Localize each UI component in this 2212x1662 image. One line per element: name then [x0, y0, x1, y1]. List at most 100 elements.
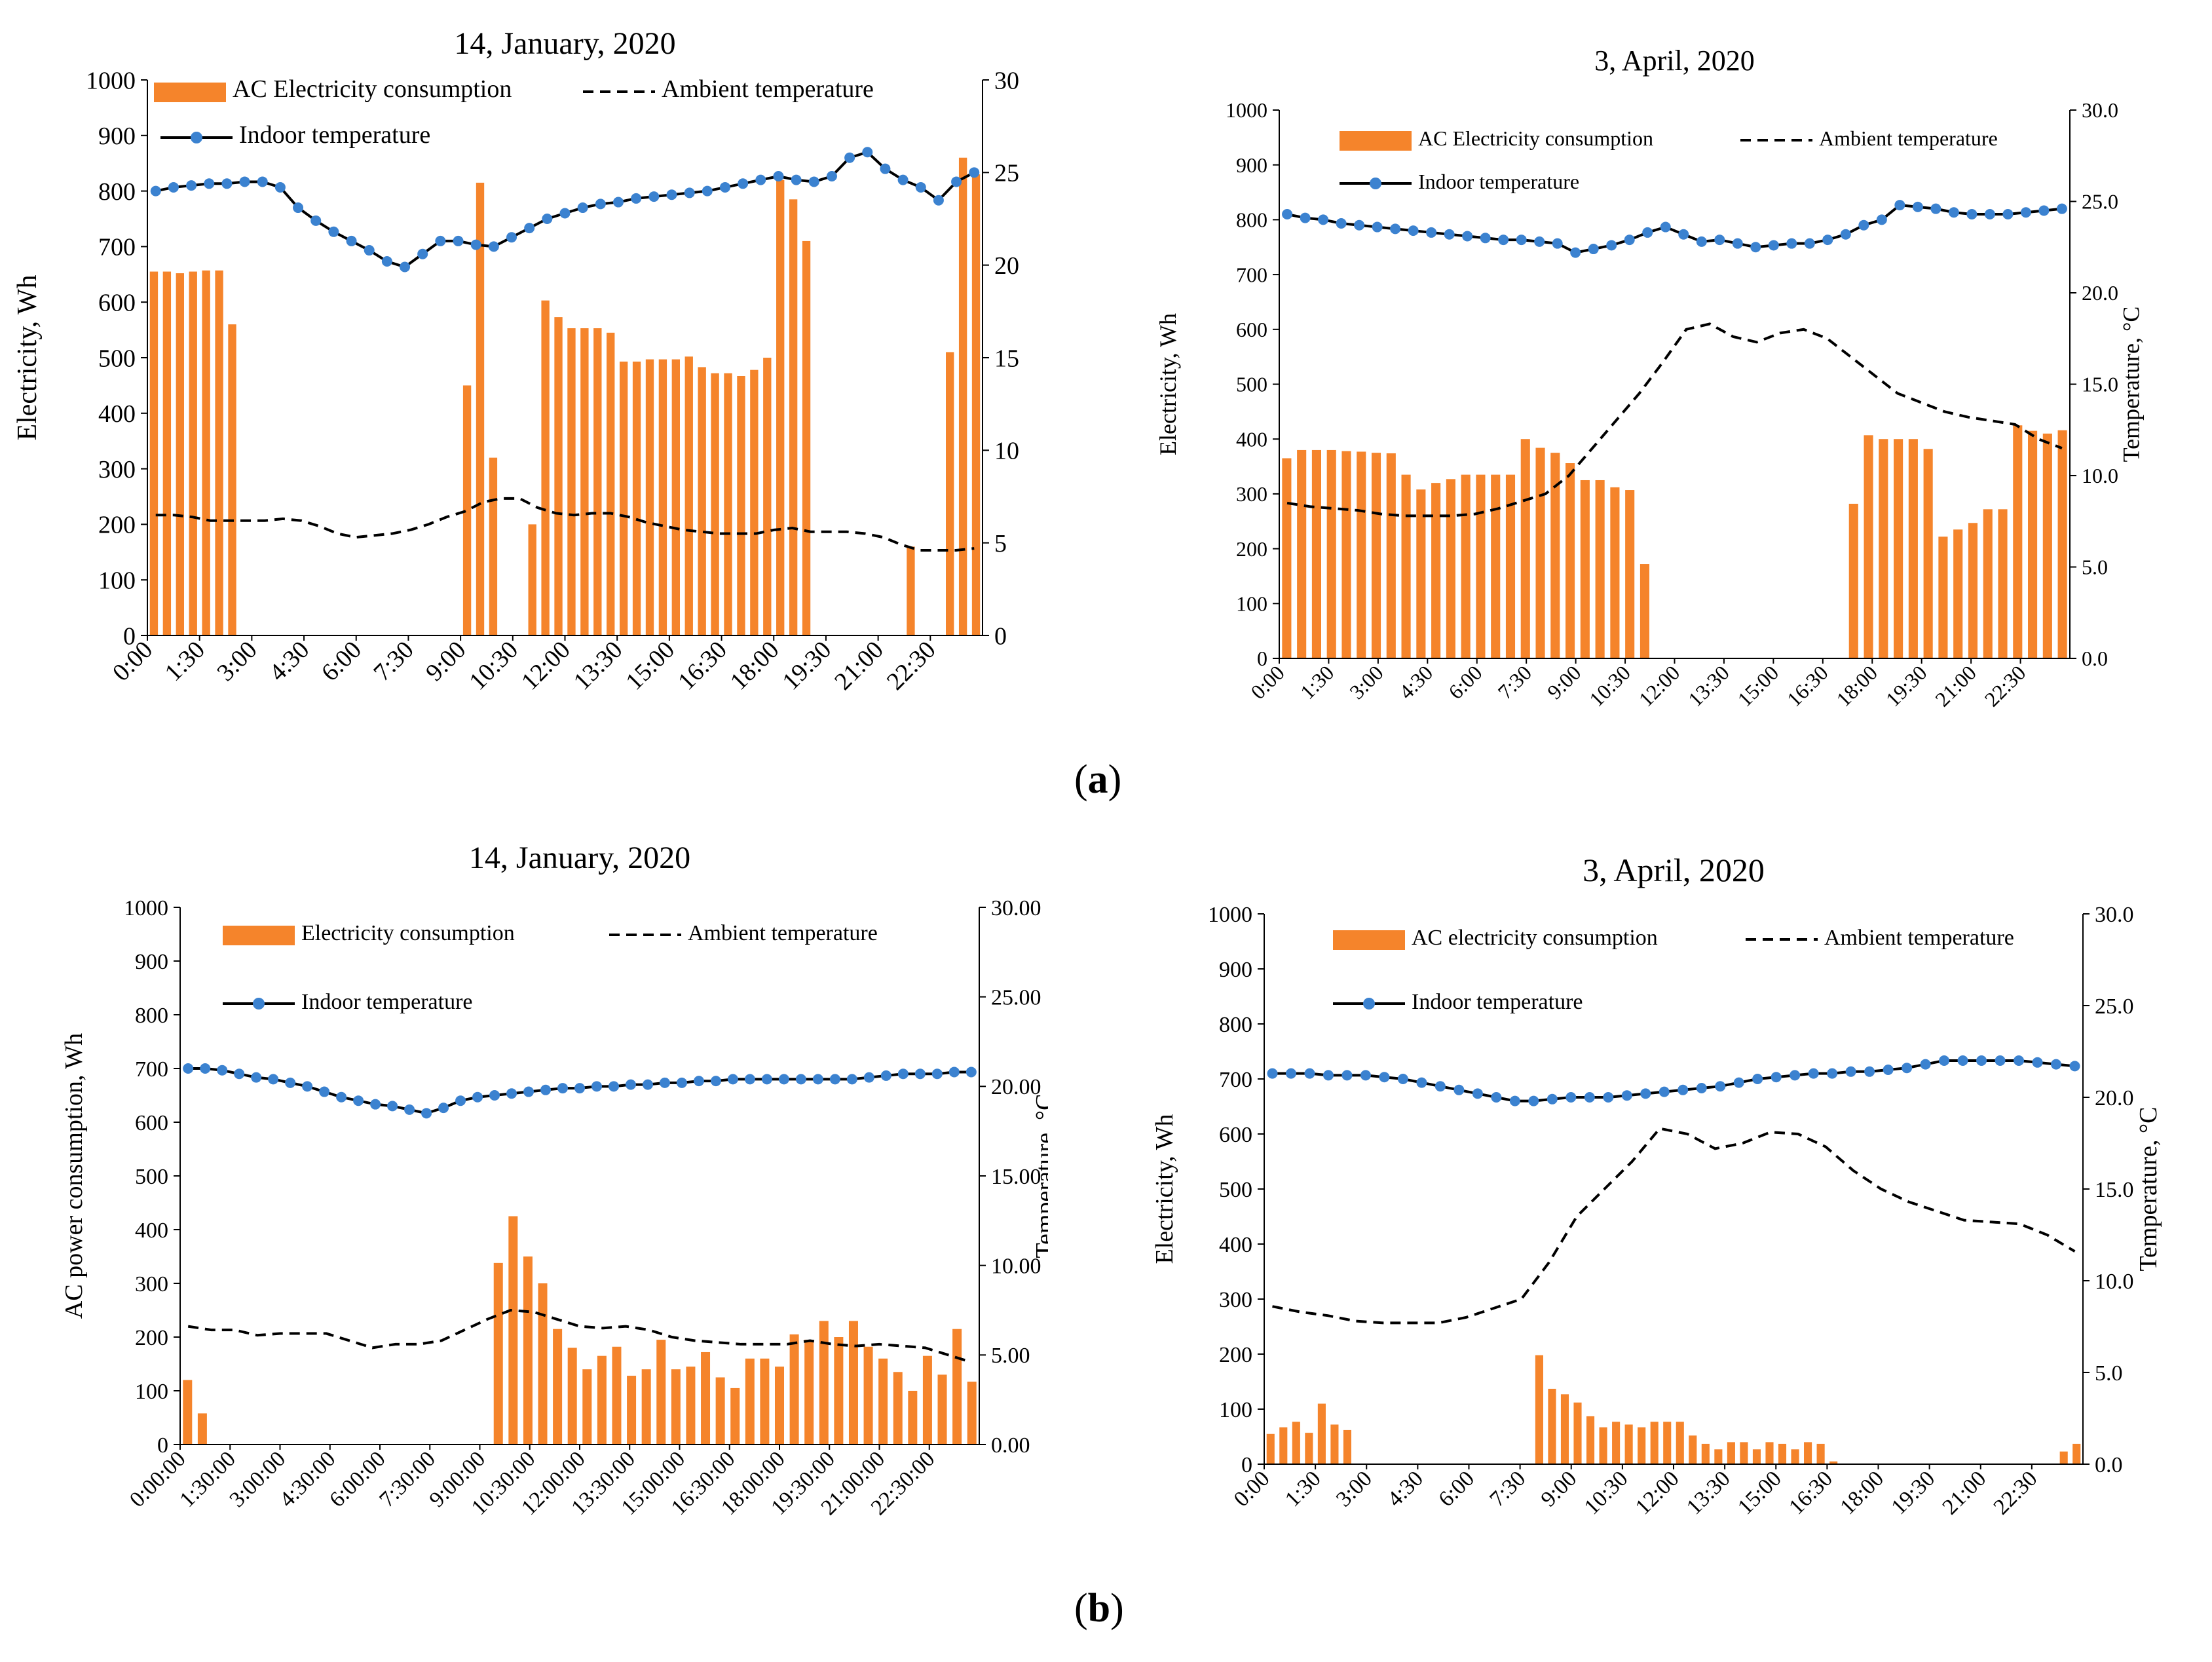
indoor-temperature-marker: [239, 176, 250, 187]
consumption-bar: [1505, 474, 1516, 658]
indoor-temperature-marker: [880, 1070, 891, 1081]
y-tick-label: 900: [135, 950, 168, 974]
consumption-bar: [1461, 474, 1471, 658]
legend-indoor-marker: [191, 132, 202, 143]
consumption-bar: [1330, 1424, 1339, 1464]
indoor-temperature-marker: [1840, 229, 1851, 240]
y-tick-label: 100: [1236, 592, 1267, 616]
y2-tick-label: 5.00: [991, 1344, 1030, 1368]
consumption-bar: [2057, 430, 2067, 658]
legend-indoor-label: Indoor temperature: [301, 990, 473, 1014]
indoor-temperature-marker: [1858, 219, 1869, 231]
indoor-temperature-marker: [1282, 209, 1293, 220]
consumption-bar: [834, 1337, 844, 1445]
consumption-bar: [802, 240, 811, 635]
consumption-bar: [848, 1321, 858, 1445]
indoor-temperature-marker: [829, 1074, 840, 1085]
indoor-temperature-marker: [727, 1074, 738, 1085]
indoor-temperature-marker: [948, 1067, 960, 1078]
indoor-temperature-marker: [1570, 247, 1581, 258]
y-tick-label: 400: [1219, 1233, 1252, 1257]
chart-a-left: 14, January, 2020 0 100 200 300 400 500 600 700 8…: [0, 0, 1071, 753]
chart-b-right-svg: 3, April, 2020 0 100 200 300 400 500 600 700 800 9…: [1151, 852, 2162, 1519]
x-tick-label: 18:00: [1831, 660, 1882, 711]
x-tick-label: 19:30: [1886, 1466, 1940, 1519]
consumption-bar: [1476, 474, 1486, 658]
consumption-bar: [907, 546, 915, 635]
consumption-bar: [684, 356, 693, 635]
chart-title: 3, April, 2020: [1594, 45, 1754, 77]
consumption-bar: [1638, 1427, 1646, 1464]
x-tick-label: 4:30:00: [275, 1446, 341, 1512]
chart-b-left: 14, January, 2020 0 100 200 300 400 500 600 700 8…: [0, 819, 1059, 1585]
indoor-temperature-marker: [2002, 209, 2014, 220]
indoor-temperature-marker: [1509, 1095, 1520, 1106]
chart-a-left-svg: 14, January, 202001002003004005006007008…: [12, 26, 1071, 696]
x-tick-label: 4:30: [264, 636, 314, 687]
x-tick-label: 12:00: [1634, 660, 1684, 711]
x-tick-label: 19:30: [1881, 660, 1932, 711]
indoor-temperature-marker: [1390, 223, 1401, 235]
indoor-temperature-marker: [2014, 1055, 2025, 1066]
indoor-temperature-marker: [659, 1077, 670, 1088]
y2-tick-label: 5.0: [2095, 1361, 2123, 1386]
indoor-temperature-marker: [1621, 1090, 1632, 1101]
consumption-bar: [1341, 451, 1351, 658]
indoor-temperature-marker: [1876, 214, 1887, 225]
indoor-temperature-marker: [773, 170, 784, 181]
consumption-bar: [1804, 1442, 1812, 1464]
y2-tick-label: 20.0: [2095, 1086, 2134, 1110]
consumption-bar: [937, 1374, 947, 1445]
y2-tick-label: 25.0: [2082, 190, 2118, 214]
y-tick-label: 0: [157, 1433, 168, 1458]
consumption-bar: [1689, 1435, 1697, 1464]
consumption-bar: [567, 328, 576, 635]
legend-ambient-label: Ambient temperature: [1824, 926, 2014, 950]
indoor-temperature-marker: [844, 152, 855, 163]
consumption-bar: [701, 1351, 711, 1445]
consumption-bar: [967, 1382, 977, 1445]
indoor-temperature-marker: [1733, 1077, 1744, 1088]
y2-tick-label: 0.0: [2095, 1453, 2123, 1477]
indoor-temperature-marker: [523, 1086, 534, 1097]
y-tick-label: 800: [135, 1004, 168, 1028]
indoor-temperature-marker: [1336, 217, 1347, 229]
indoor-temperature-marker: [666, 189, 677, 200]
ambient-temperature-line: [187, 1308, 972, 1364]
x-tick-label: 1:30: [1281, 1466, 1326, 1511]
indoor-temperature-marker: [183, 1063, 194, 1074]
y2-tick-label: 30: [994, 67, 1019, 94]
consumption-bar: [952, 1329, 962, 1445]
consumption-bar: [789, 1334, 799, 1445]
indoor-temperature-marker: [1930, 203, 1941, 214]
indoor-temperature-marker: [1822, 235, 1833, 246]
indoor-temperature-marker: [863, 1072, 874, 1083]
indoor-temperature-marker: [417, 248, 428, 259]
x-tick-label: 18:00: [725, 636, 785, 696]
y2-tick-label: 10: [994, 438, 1019, 465]
indoor-temperature-marker: [791, 174, 802, 185]
y-tick-label: 100: [98, 567, 136, 595]
consumption-bar: [508, 1216, 518, 1445]
y2-tick-label: 5.0: [2082, 556, 2108, 579]
indoor-temperature-marker: [761, 1074, 772, 1085]
indoor-temperature-marker: [1771, 1072, 1782, 1083]
consumption-bar: [1431, 483, 1441, 658]
indoor-temperature-marker: [1552, 238, 1563, 249]
indoor-temperature-marker: [234, 1068, 245, 1080]
x-tick-label: 10:30: [1580, 1466, 1633, 1519]
indoor-temperature-marker: [608, 1081, 619, 1092]
x-tick-label: 4:30: [1395, 660, 1438, 704]
indoor-temperature-marker: [1750, 242, 1761, 253]
consumption-bar: [1416, 489, 1426, 658]
y2-tick-label: 15.0: [2095, 1178, 2134, 1202]
indoor-temperature-marker: [1341, 1070, 1353, 1081]
indoor-temperature-marker: [319, 1086, 330, 1097]
indoor-temperature-marker: [285, 1077, 296, 1088]
consumption-bar: [1624, 1424, 1633, 1464]
consumption-bar: [715, 1377, 725, 1445]
indoor-temperature-marker: [1584, 1092, 1595, 1103]
indoor-temperature-marker: [1379, 1072, 1390, 1083]
y-tick-label: 600: [1219, 1123, 1252, 1147]
y-tick-label: 300: [1236, 482, 1267, 506]
